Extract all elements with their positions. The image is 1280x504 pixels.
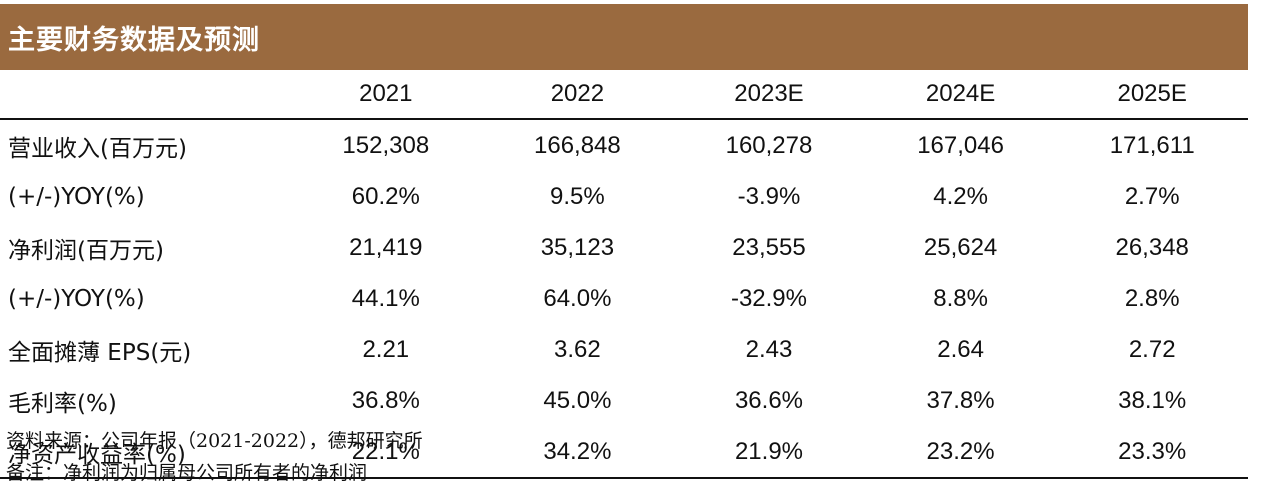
row-label: (+/-)YOY(%) — [8, 285, 145, 312]
table-row: 净利润(百万元) 21,419 35,123 23,555 25,624 26,… — [0, 222, 1248, 273]
table-cell: 167,046 — [917, 131, 1004, 159]
row-label: 净利润(百万元) — [8, 237, 164, 264]
table-cell: 64.0% — [543, 284, 612, 312]
table-cell: 38.1% — [1118, 386, 1187, 414]
table-cell: 26,348 — [1115, 233, 1189, 261]
table-cell: 34.2% — [481, 426, 674, 479]
header-blank-cell — [0, 70, 290, 120]
remark-note: 备注：净利润为归属母公司所有者的净利润 — [6, 462, 368, 484]
table-row: (+/-)YOY(%) 44.1% 64.0% -32.9% 8.8% 2.8% — [0, 273, 1248, 324]
table-cell: 152,308 — [342, 131, 430, 159]
table-cell: 171,611 — [1109, 131, 1195, 159]
table-cell: 23.2% — [864, 426, 1057, 479]
table-cell: 23,555 — [732, 233, 806, 261]
table-cell: 4.2% — [933, 182, 988, 210]
table-title: 主要财务数据及预测 — [8, 24, 260, 56]
table-cell: -32.9% — [730, 284, 807, 312]
table-cell: 22.1% — [290, 426, 482, 479]
table-cell: 21.9% — [673, 426, 865, 479]
table-cell: 44.1% — [351, 284, 420, 312]
row-label: (+/-)YOY(%) — [8, 183, 145, 210]
column-header: 2022 — [481, 70, 674, 120]
table-cell: 36.6% — [734, 386, 804, 414]
row-label: 净资产收益率(%) — [0, 426, 290, 479]
financial-data-table: 2021 2022 2023E 2024E 2025E 营业收入(百万元) 15… — [0, 70, 1248, 479]
source-note: 资料来源：公司年报（2021-2022），德邦研究所 — [6, 430, 423, 452]
table-cell: 2.72 — [1128, 335, 1176, 363]
column-header: 2021 — [290, 70, 482, 120]
table-cell: 2.7% — [1124, 182, 1180, 210]
table-cell: 37.8% — [926, 386, 995, 414]
table-cell: 160,278 — [725, 131, 813, 159]
row-label: 毛利率(%) — [8, 390, 117, 417]
table-cell: 2.21 — [362, 335, 410, 363]
table-row: 净资产收益率(%) 22.1% 34.2% 21.9% 23.2% 23.3% — [0, 426, 1248, 479]
table-cell: 45.0% — [543, 386, 612, 414]
table-cell: 23.3% — [1056, 426, 1248, 479]
table-row: (+/-)YOY(%) 60.2% 9.5% -3.9% 4.2% 2.7% — [0, 171, 1248, 222]
table-cell: 21,419 — [349, 233, 423, 261]
table-cell: 2.43 — [745, 335, 793, 363]
column-header: 2024E — [864, 70, 1057, 120]
table-row: 全面摊薄 EPS(元) 2.21 3.62 2.43 2.64 2.72 — [0, 324, 1248, 375]
table-cell: 8.8% — [933, 284, 988, 312]
table-cell: 60.2% — [351, 182, 420, 210]
footnotes: 资料来源：公司年报（2021-2022），德邦研究所 备注：净利润为归属母公司所… — [6, 425, 423, 489]
row-label: 全面摊薄 EPS(元) — [8, 339, 192, 366]
table-cell: -3.9% — [737, 182, 801, 210]
table-cell: 25,624 — [923, 233, 998, 261]
table-cell: 166,848 — [534, 131, 621, 159]
table-cell: 3.62 — [554, 335, 601, 363]
table-row: 毛利率(%) 36.8% 45.0% 36.6% 37.8% 38.1% — [0, 375, 1248, 426]
table-row: 营业收入(百万元) 152,308 166,848 160,278 167,04… — [0, 119, 1248, 171]
table-cell: 2.8% — [1124, 284, 1180, 312]
title-bar: 主要财务数据及预测 — [0, 4, 1248, 70]
row-label: 营业收入(百万元) — [8, 135, 187, 162]
table-cell: 2.64 — [937, 335, 984, 363]
column-header: 2025E — [1056, 70, 1248, 120]
table-header-row: 2021 2022 2023E 2024E 2025E — [0, 70, 1248, 120]
table-cell: 9.5% — [550, 182, 605, 210]
table-cell: 36.8% — [351, 386, 420, 414]
table-cell: 35,123 — [540, 233, 615, 261]
column-header: 2023E — [673, 70, 865, 120]
